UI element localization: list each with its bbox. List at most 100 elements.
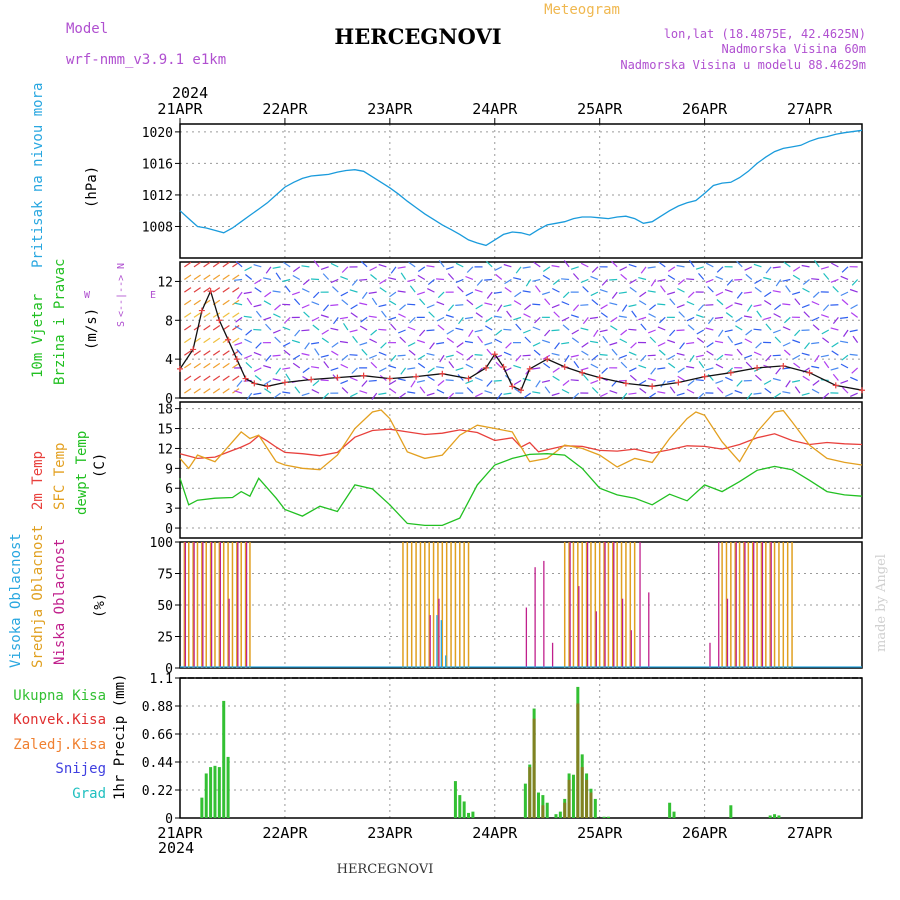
- wind-barb: [245, 274, 253, 280]
- wind-barb: [255, 342, 262, 349]
- wind-barb: [311, 366, 320, 369]
- wind-barb: [370, 361, 378, 369]
- wind-barb: [282, 326, 291, 331]
- wind-barb: [351, 279, 358, 286]
- wind-barb: [232, 274, 240, 280]
- wind-barb: [657, 326, 666, 331]
- wind-barb: [551, 265, 560, 268]
- wind-barb: [503, 392, 512, 395]
- wind-barb: [263, 300, 272, 306]
- wind-barb: [551, 329, 560, 332]
- wind-barb: [407, 391, 416, 394]
- wind-barb: [628, 304, 637, 308]
- wind-barb: [184, 274, 192, 280]
- wind-barb: [445, 379, 454, 382]
- wind-barb: [291, 339, 300, 344]
- wind-barb: [203, 388, 211, 394]
- wind-barb: [390, 266, 397, 274]
- wind-barb: [419, 298, 426, 306]
- wind-barb: [265, 323, 272, 331]
- wind-barb: [794, 386, 801, 394]
- wind-barb: [715, 291, 724, 297]
- wind-barb: [628, 367, 637, 372]
- wind-barb: [457, 286, 464, 293]
- wind-barb: [331, 350, 339, 356]
- wind-barb: [193, 375, 201, 382]
- wind-barb: [698, 273, 705, 280]
- wind-barb: [696, 337, 705, 344]
- wind-barb: [232, 299, 240, 306]
- wind-barb: [820, 354, 829, 358]
- wind-barb: [552, 367, 560, 373]
- wind-barb: [582, 286, 589, 293]
- wind-barb: [484, 325, 493, 331]
- wind-barb: [273, 392, 281, 399]
- wind-barb: [570, 314, 579, 318]
- wind-barb: [591, 266, 599, 273]
- wind-barb: [503, 351, 512, 356]
- wind-barb: [235, 260, 243, 268]
- wind-barb: [245, 329, 253, 336]
- x-labels-bottom: 21APR 22APR 23APR 24APR 25APR 26APR 27APR: [157, 824, 833, 842]
- wind-barb: [312, 291, 320, 299]
- wind-barb: [580, 262, 589, 268]
- precip-ytick-label: 0: [165, 812, 173, 827]
- wind-barb: [666, 379, 676, 383]
- mid-cloud-label: Srednja Oblacnost: [30, 525, 46, 668]
- legend-total: Ukupna Kisa: [13, 688, 106, 704]
- x-label-top: 23APR: [367, 100, 413, 118]
- wind-barb: [802, 375, 810, 382]
- wind-barb: [515, 323, 522, 331]
- wind-barb: [265, 354, 272, 362]
- wind-speed-marker: [491, 351, 498, 358]
- wind-barb: [640, 323, 647, 331]
- wind-speed-marker: [334, 374, 341, 381]
- wind-barb: [850, 312, 858, 318]
- wind-barb: [542, 354, 551, 360]
- wind-barb: [301, 288, 310, 293]
- precip-total-bar: [729, 805, 733, 818]
- wind-speed-marker: [526, 365, 533, 372]
- wind-barb: [676, 329, 685, 332]
- wind-barb: [725, 304, 733, 310]
- wind-barb: [543, 362, 551, 369]
- wind-barb: [341, 299, 349, 306]
- wind-barb: [436, 301, 445, 306]
- wind-barb: [341, 266, 349, 273]
- wind-barb: [426, 392, 435, 397]
- temp-ytick-label: 18: [157, 403, 173, 418]
- wind-barb: [456, 350, 464, 356]
- wind-barb: [330, 262, 339, 268]
- model-name: wrf-nmm_v3.9.1 e1km: [66, 52, 226, 68]
- wind-barb: [447, 273, 455, 280]
- wind-barb: [753, 304, 762, 307]
- wind-barb: [212, 375, 221, 382]
- precip-ytick-label: 1.1: [150, 672, 173, 687]
- wind-barb: [184, 261, 192, 268]
- wind-barb: [851, 279, 859, 286]
- wind-barb: [212, 287, 221, 293]
- wind-barb: [601, 367, 608, 374]
- temp-line-2: [179, 453, 863, 527]
- wind-barb: [628, 392, 637, 395]
- precip-total-bar: [558, 811, 562, 818]
- wind-speed-marker: [832, 382, 839, 389]
- wind-barb: [275, 272, 282, 280]
- wind-barb: [331, 342, 339, 348]
- wind-barb: [254, 375, 262, 381]
- temp-ytick-label: 15: [157, 423, 173, 438]
- wind-panel: 0 4 8 12: [157, 260, 865, 407]
- year-label-bottom: 2024: [158, 839, 194, 857]
- wind-barb: [812, 324, 820, 331]
- wind-barb: [455, 304, 464, 306]
- wind-barb: [629, 278, 637, 285]
- wind-barb: [244, 354, 252, 359]
- wind-barb: [370, 329, 378, 336]
- wind-barb: [203, 325, 211, 331]
- wind-barb: [744, 354, 753, 359]
- temp-ytick-label: 12: [157, 442, 173, 457]
- wind-barb: [687, 324, 695, 331]
- wind-speed-marker: [251, 380, 258, 387]
- wind-barb: [292, 362, 301, 369]
- wind-barb: [724, 353, 733, 356]
